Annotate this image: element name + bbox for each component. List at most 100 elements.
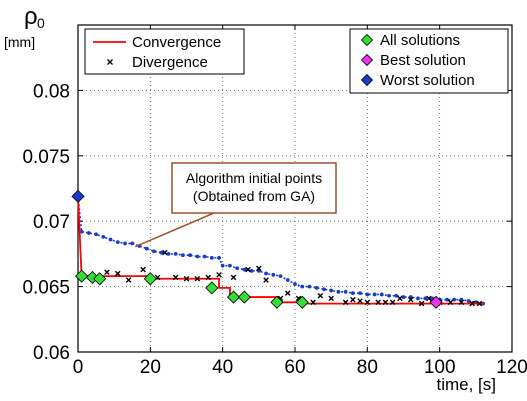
all-solutions-marker <box>295 295 309 309</box>
worst-solution-point <box>220 263 225 268</box>
x-tick-label: 40 <box>212 357 233 378</box>
annotation-pointer <box>134 212 215 248</box>
all-solutions-marker <box>93 272 107 286</box>
worst-solution-point <box>452 297 457 302</box>
legend-right-label: Worst solution <box>380 72 475 89</box>
divergence-marker <box>317 292 324 299</box>
worst-solution-point <box>115 240 120 245</box>
divergence-marker <box>245 266 251 273</box>
worst-solution-point <box>235 266 240 271</box>
worst-solution-point <box>108 237 113 242</box>
divergence-marker <box>389 299 396 306</box>
worst-solution-point <box>278 274 283 279</box>
divergence-marker <box>284 290 291 296</box>
worst-solution-point <box>166 252 171 256</box>
worst-solution-point <box>188 253 193 258</box>
all-solutions-marker <box>75 269 89 283</box>
worst-solution-point <box>271 272 276 277</box>
divergence-marker <box>342 299 349 306</box>
worst-solution-point <box>144 246 149 251</box>
worst-solution-point <box>180 253 185 258</box>
worst-solution-point <box>130 241 135 246</box>
annotation-text: (Obtained from GA) <box>193 188 315 204</box>
divergence-marker <box>418 300 425 307</box>
divergence-marker <box>364 299 371 306</box>
worst-solution-point <box>195 254 200 259</box>
worst-solution-point <box>300 284 305 289</box>
divergence-marker <box>357 298 363 304</box>
divergence-marker <box>194 275 201 282</box>
worst-solution-point <box>285 278 290 282</box>
y-tick-label: 0.07 <box>33 212 70 233</box>
ylabel-unit: [mm] <box>4 34 35 50</box>
divergence-marker <box>469 300 476 307</box>
divergence-marker <box>263 277 269 283</box>
annotation-text: Algorithm initial points <box>186 170 322 186</box>
divergence-marker <box>125 277 132 283</box>
worst-solution-point <box>379 292 384 297</box>
divergence-marker <box>205 274 211 281</box>
legend-divergence-swatch <box>107 59 113 65</box>
divergence-marker <box>350 296 356 303</box>
y-tick-label: 0.06 <box>33 343 70 364</box>
y-tick-label: 0.065 <box>22 278 70 299</box>
legend-left-label: Divergence <box>132 54 208 71</box>
worst-solution-point <box>314 286 319 290</box>
divergence-marker <box>256 265 262 272</box>
worst-solution-point <box>322 287 326 292</box>
worst-solution-point <box>343 289 348 294</box>
all-solutions-marker <box>226 290 241 304</box>
worst-solution-point <box>358 291 362 296</box>
worst-solution-point <box>423 296 428 301</box>
divergence-marker <box>172 274 179 281</box>
series-layer <box>71 189 485 309</box>
divergence-marker <box>447 299 454 306</box>
divergence-marker <box>310 299 316 306</box>
divergence-marker <box>104 269 110 276</box>
ylabel-subscript: 0 <box>37 15 45 31</box>
ylabel-symbol: ρ <box>24 3 38 30</box>
divergence-marker <box>397 295 403 302</box>
divergence-marker <box>183 275 190 282</box>
divergence-marker <box>328 295 334 302</box>
divergence-marker <box>476 300 483 307</box>
legend-right-label: Best solution <box>380 52 466 69</box>
grid <box>78 25 512 352</box>
y-tick-label: 0.075 <box>22 147 70 168</box>
worst-solution-point <box>209 255 214 260</box>
divergence-marker <box>382 299 389 306</box>
all-solutions-marker <box>205 281 219 295</box>
divergence-marker <box>426 295 432 302</box>
legend-left-label: Convergence <box>132 34 221 51</box>
worst-solution-point <box>387 293 391 298</box>
best-solution-marker <box>429 295 443 309</box>
y-tick-label: 0.08 <box>33 81 70 102</box>
legends: Convergence Divergence All solutions Best s… <box>84 28 509 94</box>
divergence-marker <box>140 266 146 273</box>
worst-solution-point <box>101 234 106 239</box>
legend-best-solution-swatch <box>360 53 374 67</box>
legend-right-box <box>349 28 509 94</box>
x-tick-label: 60 <box>284 357 305 378</box>
worst-solution-point <box>336 289 341 294</box>
worst-solution-point <box>372 292 377 297</box>
worst-solution-point <box>307 284 312 289</box>
worst-solution-point <box>350 291 355 296</box>
x-tick-label: 0 <box>73 357 84 378</box>
legend-left: Convergence Divergence <box>84 28 245 75</box>
legend-right-label: All solutions <box>380 32 460 49</box>
divergence-marker <box>407 296 414 303</box>
worst-solution-point <box>293 282 297 286</box>
divergence-marker <box>162 249 168 256</box>
worst-solution-point <box>416 296 420 301</box>
worst-solution-point <box>202 254 207 259</box>
worst-solution-line <box>77 196 484 305</box>
divergence-marker <box>114 270 121 277</box>
worst-solution-point <box>365 292 370 297</box>
annotation-box <box>171 162 337 214</box>
annotation: Algorithm initial points (Obtained from G… <box>134 162 337 248</box>
worst-solution-point <box>228 263 232 268</box>
legend-worst-solution-swatch <box>360 73 374 87</box>
worst-solution-point <box>123 241 127 246</box>
